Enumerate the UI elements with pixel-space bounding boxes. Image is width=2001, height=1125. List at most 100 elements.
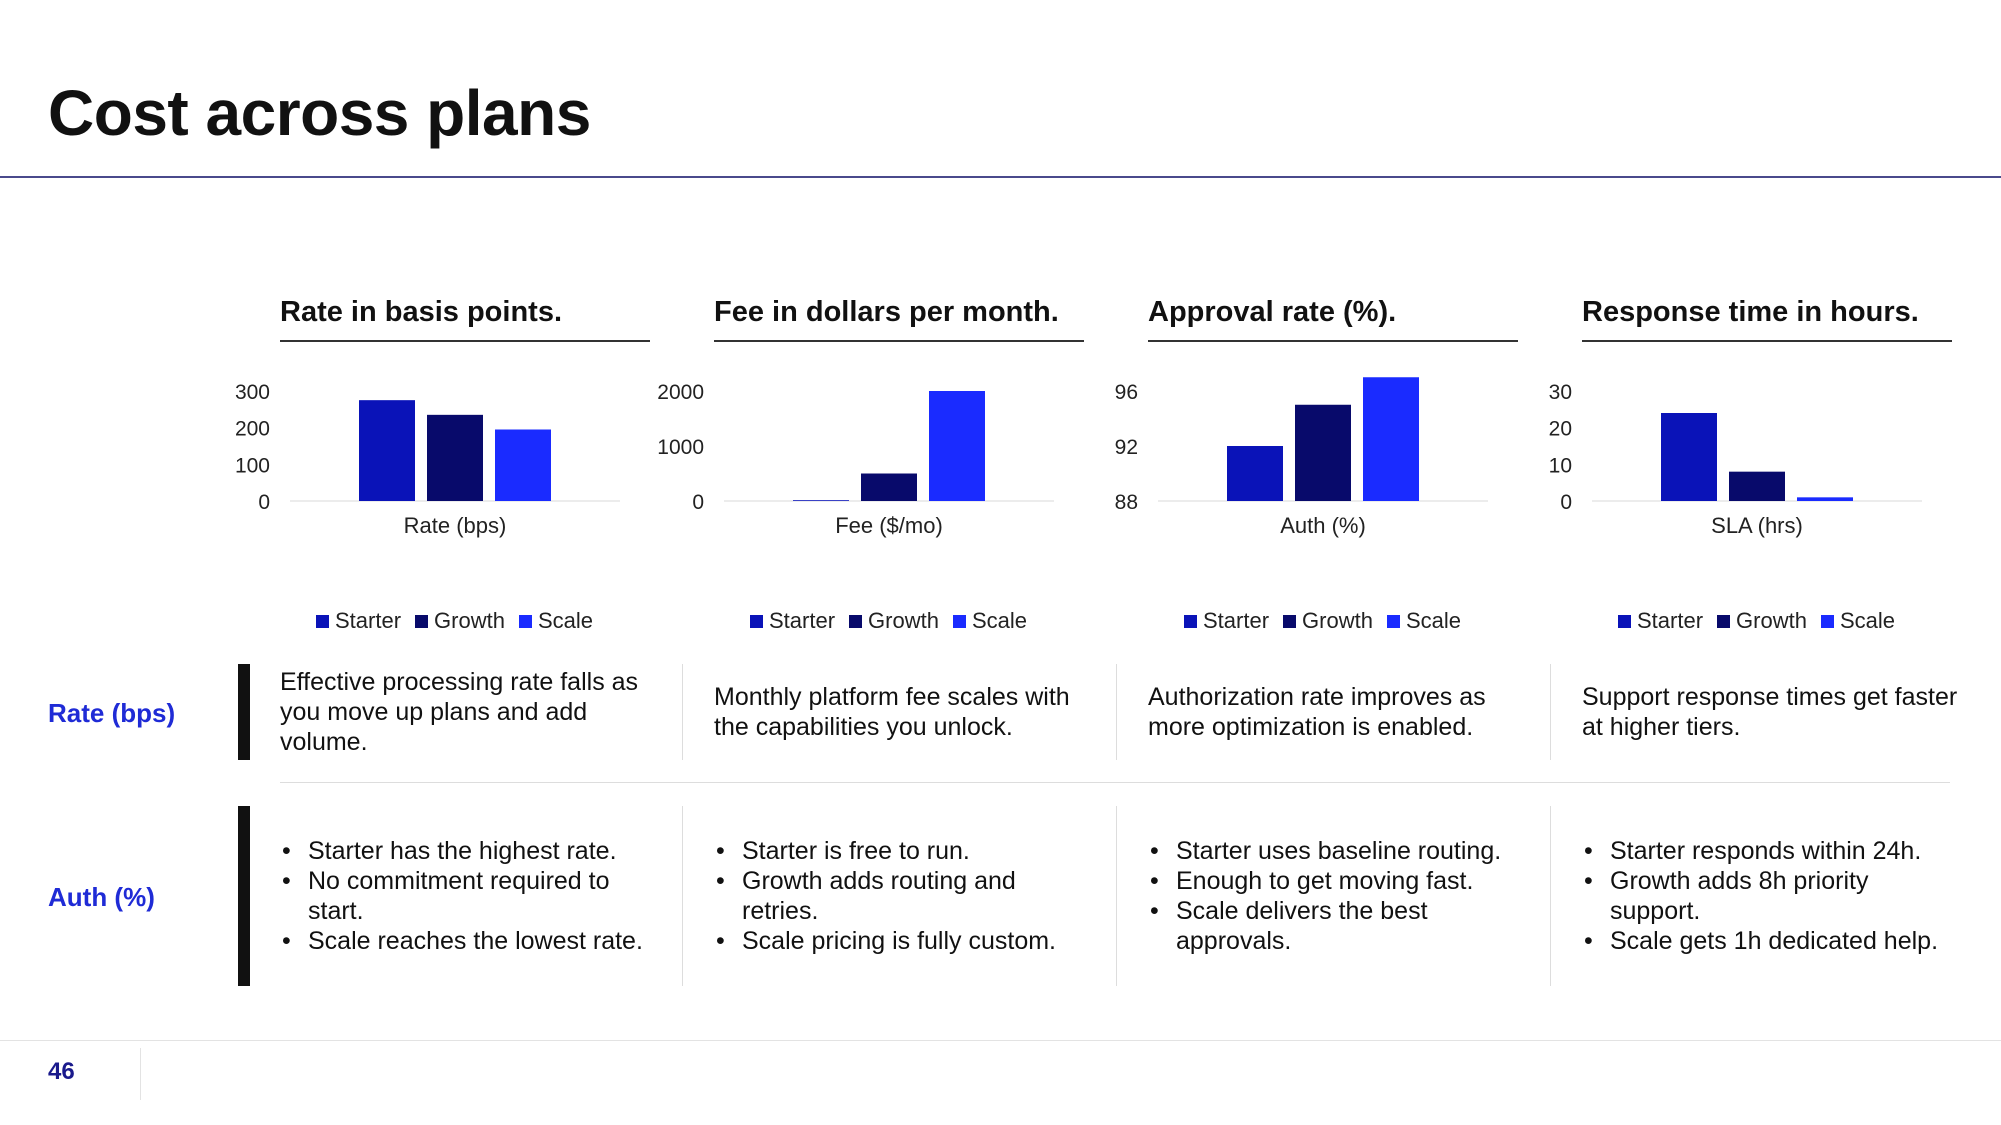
- column-divider: [1116, 664, 1117, 760]
- legend-item-growth: Growth: [415, 608, 505, 634]
- bullet-item: Starter is free to run.: [716, 836, 1094, 866]
- row-rate-cell-auth: Authorization rate improves as more opti…: [1148, 664, 1528, 760]
- starter-swatch: [750, 614, 763, 628]
- growth-swatch: [1717, 614, 1731, 628]
- auth-bar-chart: 88 92 96 Auth (%): [1115, 377, 1488, 538]
- row-accent-bar: [238, 664, 250, 760]
- bullet-item: No commitment required to start.: [282, 866, 660, 926]
- legend-label: Growth: [868, 608, 939, 633]
- y-tick-label: 0: [258, 491, 270, 514]
- bullet-list: Starter responds within 24h. Growth adds…: [1582, 836, 1962, 956]
- y-tick-label: 10: [1549, 454, 1572, 477]
- legend-item-scale: Scale: [952, 608, 1027, 634]
- y-tick-label: 30: [1549, 381, 1572, 404]
- chart-panel-sla: Response time in hours. 0 10 20 30 SLA (hrs)…: [1549, 296, 1952, 633]
- y-tick-label: 20: [1549, 418, 1572, 441]
- row-auth-cell-fee: Starter is free to run. Growth adds rout…: [714, 836, 1094, 956]
- footer-divider: [0, 1040, 2001, 1041]
- growth-swatch: [849, 614, 863, 628]
- scale-swatch: [518, 614, 532, 628]
- scale-swatch: [1386, 614, 1400, 628]
- y-tick-label: 100: [235, 454, 270, 477]
- x-axis-label: Fee ($/mo): [835, 513, 943, 538]
- bullet-list: Starter uses baseline routing. Enough to…: [1148, 836, 1528, 956]
- bullet-item: Scale delivers the best approvals.: [1150, 896, 1528, 956]
- row-rate-cell-rate: Effective processing rate falls as you m…: [280, 664, 660, 760]
- row-auth-cell-sla: Starter responds within 24h. Growth adds…: [1582, 836, 1962, 956]
- legend-label: Scale: [971, 608, 1027, 633]
- legend-label: Growth: [434, 608, 505, 633]
- bullet-item: Scale reaches the lowest rate.: [282, 926, 660, 956]
- bullet-item: Starter uses baseline routing.: [1150, 836, 1528, 866]
- rate-bar-chart: 0 100 200 300 Rate (bps): [235, 381, 620, 538]
- bullet-list: Starter is free to run. Growth adds rout…: [714, 836, 1094, 956]
- cell-text: Effective processing rate falls as you m…: [280, 668, 639, 756]
- bar-starter: [1227, 446, 1283, 501]
- bullet-item: Starter responds within 24h.: [1584, 836, 1962, 866]
- chart-panel-rate: Rate in basis points. 0 100 200 300 Rate (bp…: [235, 296, 650, 633]
- bar-growth: [1295, 404, 1351, 501]
- chart-legend: Starter Growth Scale: [316, 608, 593, 634]
- x-axis-label: Auth (%): [1280, 513, 1366, 538]
- bullet-item: Enough to get moving fast.: [1150, 866, 1528, 896]
- x-axis-label: Rate (bps): [404, 513, 507, 538]
- legend-label: Growth: [1736, 608, 1807, 633]
- starter-swatch: [316, 614, 329, 628]
- starter-swatch: [1618, 614, 1631, 628]
- column-divider: [682, 806, 683, 986]
- chart-legend: Starter Growth Scale: [1184, 608, 1461, 634]
- y-tick-label: 2000: [657, 381, 704, 404]
- row-accent-bar: [238, 806, 250, 986]
- slide-title: Cost across plans: [48, 77, 591, 149]
- legend-item-starter: Starter: [750, 608, 835, 634]
- heading-underline: [1582, 340, 1952, 342]
- legend-item-growth: Growth: [849, 608, 939, 634]
- column-divider: [682, 664, 683, 760]
- bullet-item: Scale pricing is fully custom.: [716, 926, 1094, 956]
- y-tick-label: 92: [1115, 436, 1138, 459]
- bar-starter: [359, 400, 415, 501]
- x-axis-label: SLA (hrs): [1711, 513, 1803, 538]
- heading-underline: [714, 340, 1084, 342]
- bullet-list: Starter has the highest rate. No commitm…: [280, 836, 660, 956]
- y-tick-label: 1000: [657, 436, 704, 459]
- bar-starter: [793, 500, 849, 501]
- chart-panel-fee: Fee in dollars per month. 0 1000 2000 Fee (…: [657, 296, 1084, 633]
- chart-heading: Fee in dollars per month.: [714, 296, 1059, 328]
- legend-item-growth: Growth: [1283, 608, 1373, 634]
- row-rate-cell-fee: Monthly platform fee scales with the cap…: [714, 664, 1094, 760]
- legend-item-scale: Scale: [1820, 608, 1895, 634]
- scale-swatch: [1820, 614, 1834, 628]
- legend-label: Scale: [1839, 608, 1895, 633]
- y-tick-label: 0: [692, 491, 704, 514]
- growth-swatch: [415, 614, 429, 628]
- legend-item-starter: Starter: [316, 608, 401, 634]
- chart-heading: Approval rate (%).: [1148, 296, 1397, 328]
- column-divider: [1550, 806, 1551, 986]
- bar-growth: [1729, 471, 1785, 501]
- starter-swatch: [1184, 614, 1197, 628]
- sla-bar-chart: 0 10 20 30 SLA (hrs): [1549, 381, 1922, 538]
- footer-separator: [140, 1048, 141, 1100]
- legend-label: Starter: [1637, 608, 1704, 633]
- legend-item-starter: Starter: [1618, 608, 1703, 634]
- chart-heading: Response time in hours.: [1582, 296, 1919, 328]
- bullet-item: Starter has the highest rate.: [282, 836, 660, 866]
- bar-scale: [929, 391, 985, 501]
- y-tick-label: 0: [1560, 491, 1572, 514]
- chart-legend: Starter Growth Scale: [1618, 608, 1895, 634]
- row-rate-cell-sla: Support response times get faster at hig…: [1582, 664, 1962, 760]
- column-divider: [1550, 664, 1551, 760]
- bullet-item: Growth adds 8h priority support.: [1584, 866, 1962, 926]
- legend-label: Starter: [335, 608, 402, 633]
- y-tick-label: 96: [1115, 381, 1138, 404]
- growth-swatch: [1283, 614, 1297, 628]
- legend-item-scale: Scale: [1386, 608, 1461, 634]
- row-label-rate: Rate (bps): [48, 698, 176, 728]
- row-divider: [280, 782, 1950, 783]
- legend-item-starter: Starter: [1184, 608, 1269, 634]
- column-divider: [1116, 806, 1117, 986]
- y-tick-label: 88: [1115, 491, 1138, 514]
- legend-label: Starter: [1203, 608, 1270, 633]
- bar-scale: [1797, 497, 1853, 501]
